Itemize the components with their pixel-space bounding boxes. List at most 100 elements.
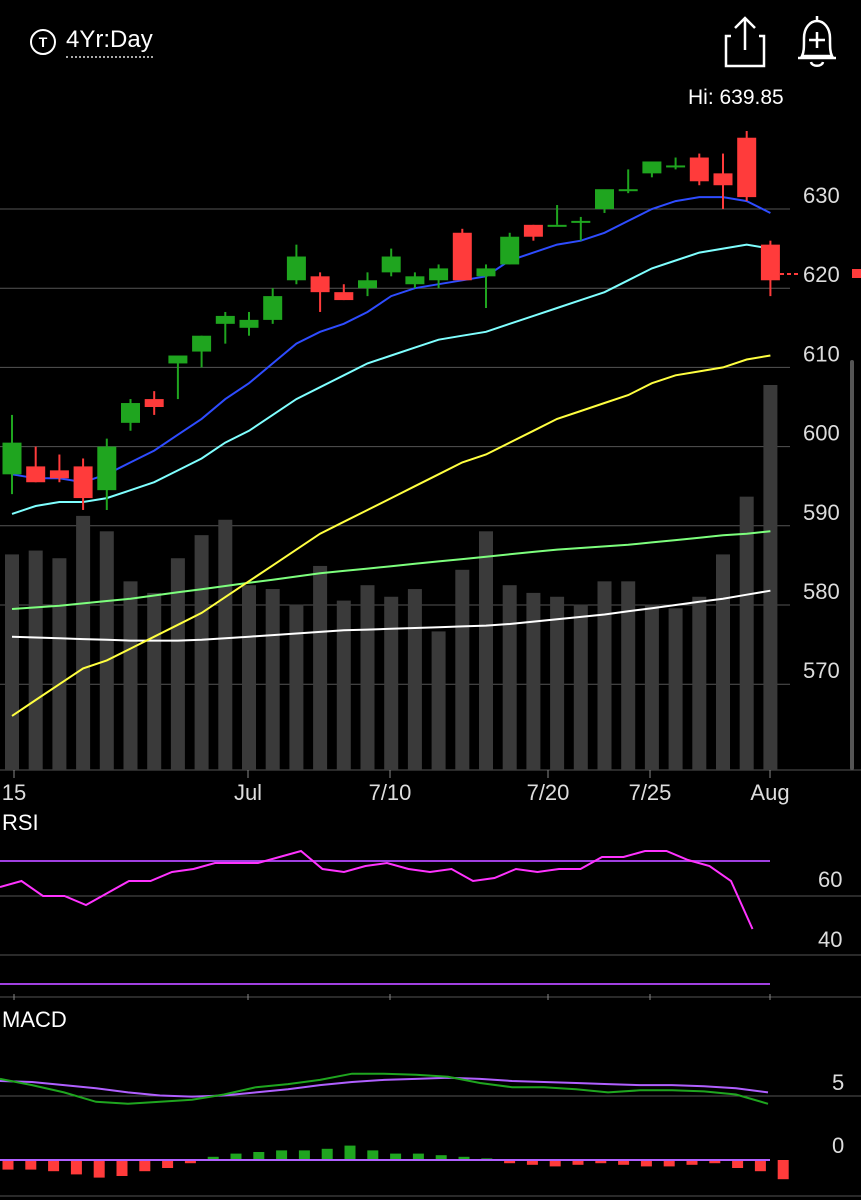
macd-signal-line xyxy=(0,1076,769,1098)
volume-bar xyxy=(123,581,138,770)
volume-bar xyxy=(28,550,43,770)
candle-body xyxy=(429,268,449,281)
macd-histogram-bar xyxy=(412,1153,424,1160)
macd-histogram-bar xyxy=(390,1153,402,1160)
rsi-tick-label: 40 xyxy=(818,927,842,952)
macd-histogram-bar xyxy=(230,1153,242,1160)
scrollbar[interactable] xyxy=(850,360,854,770)
macd-panel: MACD 5 0 xyxy=(0,1007,861,1197)
candle-body xyxy=(452,232,472,281)
macd-histogram-bar xyxy=(435,1155,447,1160)
date-label: 7/10 xyxy=(369,780,412,805)
sma-100-line xyxy=(11,530,771,610)
candle-body xyxy=(263,296,283,320)
volume-bar xyxy=(526,592,541,770)
date-label: Jul xyxy=(234,780,262,805)
candle-body xyxy=(666,165,686,168)
macd-histogram-bar xyxy=(526,1160,538,1165)
candle-body xyxy=(49,470,69,479)
sma-50-line xyxy=(11,354,771,717)
volume-bar xyxy=(360,585,375,770)
macd-histogram-bar xyxy=(572,1160,584,1165)
price-tick-label: 570 xyxy=(803,658,840,683)
macd-histogram-bar xyxy=(253,1152,265,1160)
macd-histogram-bar xyxy=(777,1160,789,1180)
macd-histogram-bar xyxy=(732,1160,744,1168)
macd-histogram-bar xyxy=(116,1160,128,1176)
macd-histogram-bar xyxy=(276,1150,288,1160)
macd-histogram-bar xyxy=(298,1150,310,1160)
candle-body xyxy=(97,446,117,491)
volume-bar xyxy=(550,596,565,770)
macd-tick-label: 5 xyxy=(832,1070,844,1095)
macd-histogram-bar xyxy=(618,1160,630,1165)
macd-histogram-bar xyxy=(93,1160,105,1178)
volume-bar xyxy=(242,585,256,770)
date-label: 7/20 xyxy=(527,780,570,805)
macd-histogram-bar xyxy=(367,1150,379,1160)
candle-body xyxy=(2,442,22,475)
candle-body xyxy=(737,137,757,198)
volume-bar xyxy=(407,589,422,770)
ema-mid-line xyxy=(11,243,771,515)
volume-bar xyxy=(739,496,754,770)
candle-body xyxy=(381,256,401,273)
volume-bar xyxy=(573,604,588,770)
volume-bar xyxy=(194,535,209,770)
ema-fast-line xyxy=(11,196,771,484)
candle-body xyxy=(239,319,259,328)
candle-body xyxy=(192,335,212,352)
volume-bar xyxy=(621,581,636,770)
price-tick-label: 580 xyxy=(803,579,840,604)
macd-line xyxy=(0,1072,769,1105)
macd-histogram-bar xyxy=(344,1145,356,1160)
price-tick-label: 600 xyxy=(803,421,840,446)
macd-histogram-bar xyxy=(686,1160,698,1165)
candle-body xyxy=(642,161,662,174)
candle-body xyxy=(405,276,425,285)
date-label: 7/25 xyxy=(629,780,672,805)
macd-histogram-bar xyxy=(207,1156,219,1160)
volume-bar xyxy=(431,631,446,770)
candle-body xyxy=(713,173,733,186)
candle-body xyxy=(26,466,46,483)
candle-body xyxy=(121,403,140,423)
macd-histogram-bar xyxy=(162,1160,174,1168)
timeframe-label: 4Yr:Day xyxy=(66,26,153,58)
rsi-line xyxy=(0,849,754,930)
volume-bar xyxy=(502,585,517,770)
volume-bar xyxy=(5,554,19,770)
candle-body xyxy=(358,280,377,289)
price-tick-label: 620 xyxy=(803,262,840,287)
volume-bar xyxy=(99,531,114,770)
top-toolbar: T 4Yr:Day Hi: 639.85 xyxy=(0,0,861,120)
add-alert-button[interactable] xyxy=(792,12,842,70)
rsi-panel: RSI 60 40 xyxy=(0,810,861,1000)
add-alert-bell-icon xyxy=(798,16,836,67)
volume-bar xyxy=(147,592,162,770)
candle-body xyxy=(618,189,638,192)
macd-histogram-bar xyxy=(504,1160,516,1164)
macd-histogram-bar xyxy=(139,1160,151,1172)
macd-histogram-bar xyxy=(184,1160,196,1164)
date-axis: 15 Jul 7/10 7/20 7/25 Aug xyxy=(2,770,790,805)
share-button[interactable] xyxy=(722,14,768,70)
macd-histogram-bar xyxy=(663,1160,675,1167)
price-tick-label: 610 xyxy=(803,341,840,366)
macd-histogram-bar xyxy=(640,1160,652,1167)
rsi-tick-label: 60 xyxy=(818,867,842,892)
macd-title: MACD xyxy=(2,1007,67,1032)
timeframe-selector[interactable]: T 4Yr:Day xyxy=(30,24,153,60)
candle-body xyxy=(523,224,543,237)
rsi-title: RSI xyxy=(2,810,39,835)
candle-body xyxy=(334,292,354,301)
macd-histogram-bar xyxy=(2,1160,14,1170)
macd-tick-label: 0 xyxy=(832,1133,844,1158)
macd-histogram-bar xyxy=(458,1156,470,1160)
macd-histogram-bar xyxy=(549,1160,561,1167)
volume-bar xyxy=(336,600,351,770)
volume-bar xyxy=(170,558,185,770)
candle-body xyxy=(476,268,496,277)
candle-body xyxy=(215,315,235,324)
